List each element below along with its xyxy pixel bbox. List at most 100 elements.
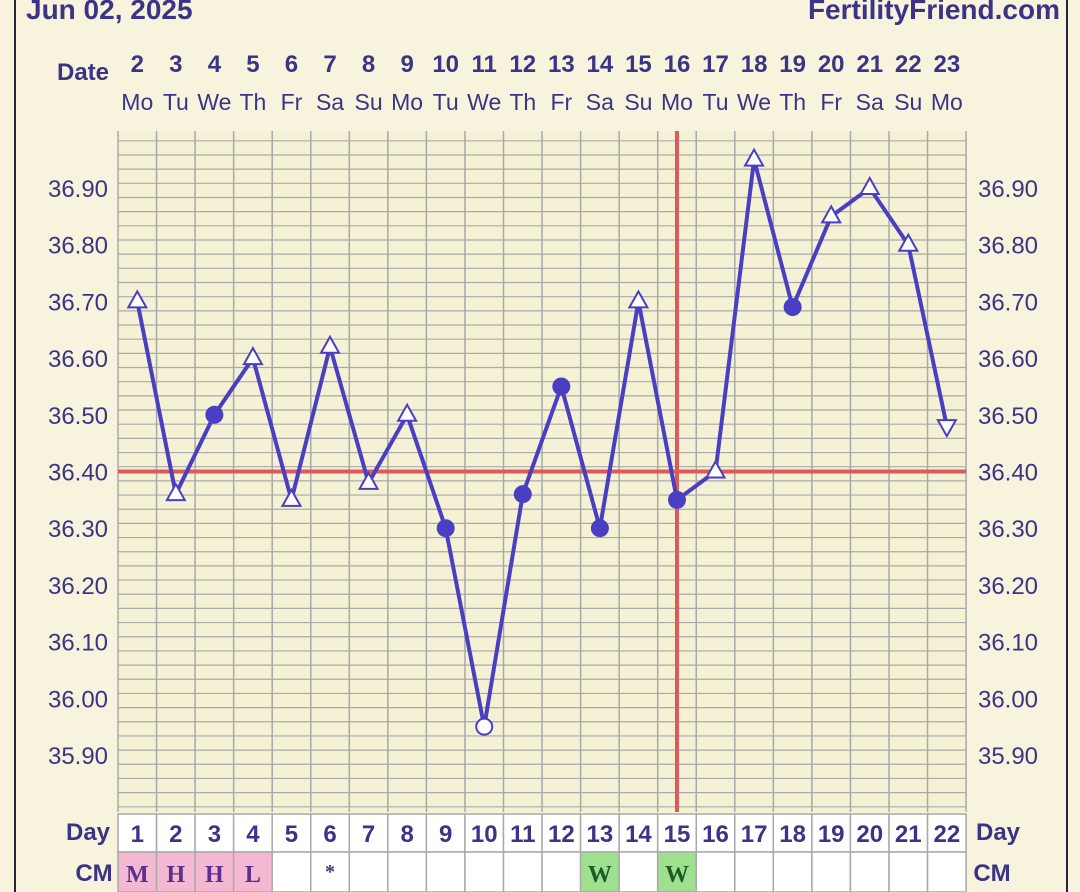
- temperature-point-triangle: [396, 402, 418, 422]
- y-tick-label-left: 36.00: [48, 686, 108, 713]
- left-frame-edge: [14, 0, 16, 892]
- cm-cell: [310, 851, 351, 892]
- cycle-day-label: 5: [285, 821, 298, 848]
- day-row-label-right: Day: [976, 819, 1021, 846]
- weekday-tick-label: Th: [509, 89, 536, 115]
- cycle-day-label: 19: [818, 821, 845, 848]
- day-cell: [232, 813, 273, 853]
- temperature-point-triangle: [820, 204, 842, 224]
- cycle-day-label: 8: [400, 821, 413, 848]
- weekday-tick-label: Th: [240, 89, 267, 115]
- temperature-point-triangle: [165, 482, 187, 502]
- temperature-point-triangle: [280, 487, 303, 507]
- day-cell: [348, 813, 389, 853]
- cycle-day-label: 17: [741, 821, 768, 848]
- date-tick-label: 22: [895, 51, 922, 78]
- coverline-and-ovulation: [118, 131, 966, 812]
- cm-cell: [387, 851, 428, 892]
- date-tick-label: 12: [509, 51, 536, 78]
- day-cell: [656, 813, 698, 853]
- y-tick-label-left: 36.40: [48, 460, 108, 487]
- y-tick-label-right: 36.60: [978, 346, 1038, 373]
- weekday-tick-label: Su: [624, 89, 652, 115]
- cm-cell: [734, 851, 775, 892]
- y-tick-label-left: 36.20: [48, 573, 108, 600]
- temperature-axis: 36.90 36.90 36.80 36.80 36.70 36.70 36.60 36.60…: [48, 176, 1038, 770]
- cm-value: W: [588, 862, 612, 888]
- weekday-tick-label: Tu: [433, 89, 459, 115]
- date-tick-label: 5: [246, 51, 259, 78]
- cycle-day-label: 4: [246, 821, 260, 848]
- temperature-point-open: [475, 717, 494, 736]
- date-row-label: Date: [57, 59, 109, 86]
- y-tick-label-left: 36.30: [48, 516, 108, 543]
- cm-cell: [425, 851, 466, 892]
- site-name[interactable]: FertilityFriend.com: [807, 0, 1060, 25]
- temperature-point-triangle: [319, 334, 341, 354]
- temperature-point-triangle: [627, 289, 650, 309]
- cycle-day-label: 12: [548, 821, 575, 848]
- y-tick-label-right: 36.40: [978, 460, 1038, 487]
- y-tick-label-left: 36.90: [48, 176, 108, 203]
- cm-row-label-left: CM: [75, 860, 112, 887]
- cm-value: W: [665, 862, 689, 888]
- date-tick-label: 4: [208, 51, 222, 78]
- y-tick-label-right: 36.70: [978, 289, 1038, 316]
- cm-cell: [618, 851, 659, 892]
- date-tick-label: 16: [664, 51, 691, 78]
- temperature-point-triangle: [704, 459, 727, 479]
- weekday-tick-label: Sa: [316, 89, 344, 115]
- y-tick-label-left: 36.80: [48, 233, 108, 260]
- weekday-tick-label: Sa: [856, 89, 884, 115]
- cm-value: H: [166, 862, 185, 888]
- y-tick-label-right: 35.90: [978, 743, 1038, 770]
- cycle-day-label: 16: [702, 821, 729, 848]
- cm-cell: [117, 851, 158, 892]
- cycle-day-label: 14: [625, 821, 652, 848]
- temperature-point: [513, 485, 532, 504]
- day-cell: [926, 813, 967, 853]
- date-tick-label: 11: [472, 51, 497, 78]
- weekday-tick-label: Fr: [550, 89, 572, 115]
- date-tick-label: 19: [779, 51, 806, 78]
- cycle-day-label: 21: [895, 821, 922, 848]
- cm-value: *: [325, 861, 335, 883]
- y-tick-label-left: 36.50: [48, 403, 108, 430]
- weekday-tick-label: Tu: [163, 89, 189, 115]
- date-tick-label: 17: [702, 51, 729, 78]
- chart-date: Jun 02, 2025: [26, 0, 193, 25]
- weekday-tick-label: We: [467, 89, 501, 115]
- weekday-tick-label: Mo: [661, 89, 693, 115]
- temperature-point: [667, 490, 686, 509]
- temperature-point-triangle: [357, 470, 380, 490]
- cm-cell: [464, 851, 505, 892]
- cycle-day-label: 18: [779, 821, 806, 848]
- date-tick-label: 2: [131, 51, 144, 78]
- y-tick-label-right: 36.30: [978, 516, 1038, 543]
- cycle-day-label: 3: [208, 821, 221, 848]
- day-row-label-left: Day: [66, 819, 111, 846]
- cm-cell: [888, 851, 929, 892]
- cm-cell: [155, 851, 196, 892]
- day-cell: [502, 813, 543, 853]
- y-tick-label-right: 36.20: [978, 573, 1038, 600]
- cycle-day-label: 11: [510, 821, 535, 848]
- weekday-tick-label: Su: [355, 89, 383, 115]
- weekday-tick-label: Tu: [703, 89, 729, 115]
- date-tick-label: 10: [432, 51, 459, 78]
- cm-cell: [194, 851, 235, 892]
- y-tick-label-left: 35.90: [48, 743, 108, 770]
- weekday-tick-label: We: [197, 89, 231, 115]
- y-tick-label-left: 36.70: [48, 289, 108, 316]
- y-tick-label-right: 36.10: [978, 630, 1038, 657]
- temperature-point-triangle: [859, 175, 881, 195]
- y-tick-label-right: 36.00: [978, 686, 1038, 713]
- cm-cell: [271, 851, 312, 892]
- date-tick-label: 18: [741, 51, 768, 78]
- temperature-point-triangle: [242, 346, 264, 366]
- temperature-point-triangle: [743, 147, 765, 167]
- day-cell: [271, 813, 312, 853]
- cm-cell: [541, 851, 582, 892]
- temperature-point: [205, 405, 224, 424]
